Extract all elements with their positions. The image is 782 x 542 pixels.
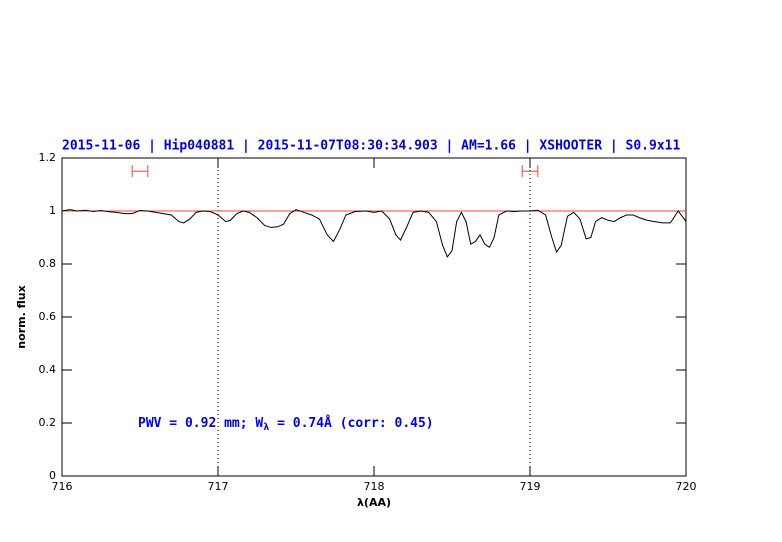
annotation-text: PWV = 0.92 mm; W (138, 416, 263, 431)
annotation: PWV = 0.92 mm; Wλ = 0.74Å (corr: 0.45) (138, 415, 434, 434)
y-tick-label: 1 (49, 204, 56, 217)
y-tick-label: 0 (49, 469, 56, 482)
x-tick-label: 720 (676, 480, 697, 493)
y-tick-label: 1.2 (39, 151, 57, 164)
y-tick-label: 0.8 (39, 257, 57, 270)
y-axis-label: norm. flux (15, 285, 28, 348)
x-tick-label: 718 (364, 480, 385, 493)
chart-title: 2015-11-06 | Hip040881 | 2015-11-07T08:3… (62, 139, 680, 154)
y-tick-label: 0.6 (39, 310, 57, 323)
x-axis-label: λ(AA) (357, 496, 391, 509)
x-tick-label: 719 (520, 480, 541, 493)
x-tick-label: 716 (52, 480, 73, 493)
x-tick-label: 717 (208, 480, 229, 493)
spectrum-line (61, 209, 687, 258)
range-marker (131, 165, 149, 178)
range-marker (521, 165, 539, 178)
annotation-text: = 0.74Å (corr: 0.45) (269, 415, 433, 431)
y-tick-label: 0.4 (39, 363, 57, 376)
annotation-subscript: λ (263, 422, 269, 433)
y-tick-label: 0.2 (39, 416, 57, 429)
